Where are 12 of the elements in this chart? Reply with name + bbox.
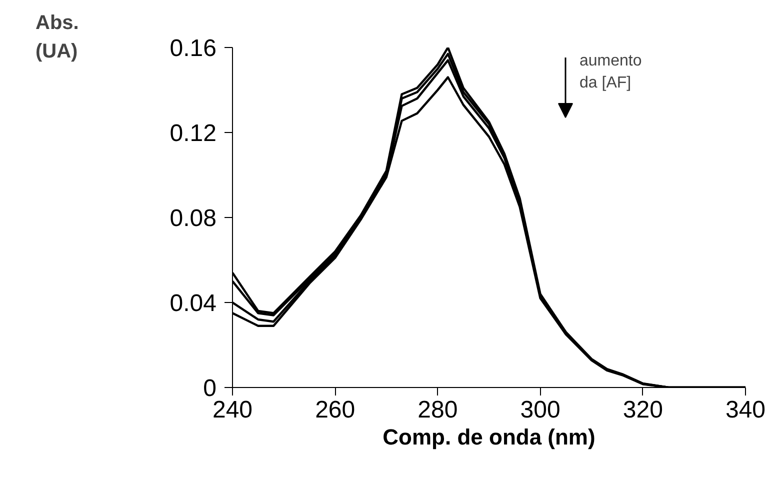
x-tick-label: 280 xyxy=(418,396,458,424)
y-tick-label: 0.16 xyxy=(170,35,217,62)
x-tick-label: 300 xyxy=(520,396,560,424)
y-tick-label: 0.04 xyxy=(170,290,217,317)
x-tick-label: 340 xyxy=(725,396,766,424)
annotation: aumento da [AF] xyxy=(580,52,642,92)
y-tick-label: 0.08 xyxy=(170,205,217,232)
x-axis-title: Comp. de onda (nm) xyxy=(382,424,596,450)
x-tick-label: 320 xyxy=(622,396,663,424)
x-tick-label: 260 xyxy=(315,396,356,424)
y-tick-label: 0.12 xyxy=(170,120,217,147)
y-axis-title: Abs. (UA) xyxy=(36,12,79,62)
